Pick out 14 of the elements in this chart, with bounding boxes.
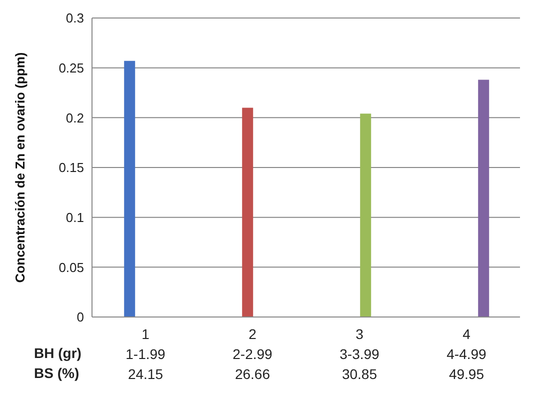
- x-tick-label: 2 2-2.99 26.66: [232, 326, 273, 382]
- y-tick-label: 0: [76, 310, 84, 325]
- y-tick-label: 0.2: [66, 110, 84, 126]
- y-tick-label: 0.25: [58, 60, 84, 76]
- x-tick-label: 3 3-3.99 30.85: [340, 326, 380, 382]
- y-axis-title: Concentración de Zn en ovario (ppm): [12, 52, 28, 283]
- text: BH (gr): [34, 345, 82, 361]
- y-tick-label: 0.05: [58, 260, 84, 275]
- x-tick-label: 4 4-4.99 49.95: [446, 326, 487, 382]
- y-tick-label: 0.3: [66, 10, 84, 26]
- x-tick-label: 1 1-1.99 24.15: [126, 326, 166, 382]
- y-tick-label: 0.1: [66, 210, 84, 225]
- y-tick-label: 0.15: [58, 160, 84, 176]
- text: BS (%): [34, 365, 80, 381]
